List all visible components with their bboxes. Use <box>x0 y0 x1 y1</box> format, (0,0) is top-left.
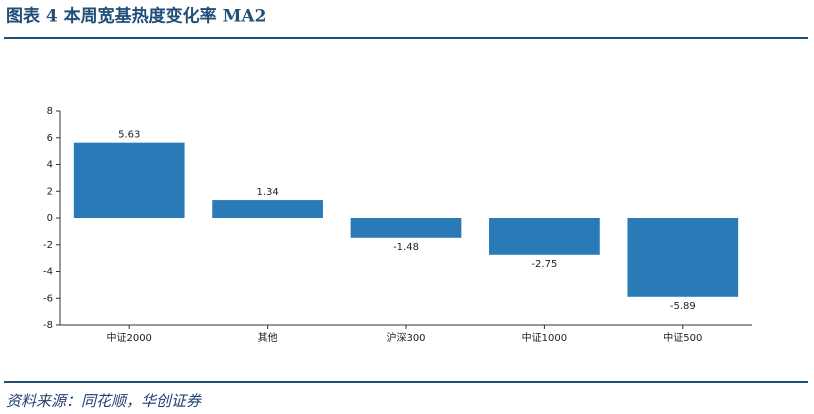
x-tick-label: 中证2000 <box>106 331 151 344</box>
x-tick-label: 中证500 <box>663 331 702 344</box>
y-tick-label: 0 <box>47 213 53 224</box>
y-tick-label: -2 <box>43 240 53 251</box>
y-tick-label: -8 <box>43 320 53 331</box>
bar <box>489 218 600 255</box>
source: 资料来源：同花顺，华创证券 <box>6 392 202 410</box>
y-tick-label: 6 <box>47 133 53 144</box>
value-label: 5.63 <box>118 130 140 141</box>
chart-title: 图表 4 本周宽基热度变化率 MA2 <box>6 6 266 27</box>
bar <box>73 142 185 218</box>
y-tick-label: 8 <box>47 106 53 117</box>
value-label: -1.48 <box>393 242 419 253</box>
y-tick-label: -4 <box>43 267 53 278</box>
value-label: -2.75 <box>531 259 557 270</box>
bar <box>212 200 323 218</box>
value-label: 1.34 <box>256 187 278 198</box>
bar <box>350 218 462 238</box>
y-tick-label: 2 <box>47 186 53 197</box>
bar <box>627 218 739 297</box>
y-tick-label: -6 <box>43 293 53 304</box>
x-tick-label: 中证1000 <box>522 331 567 344</box>
value-label: -5.89 <box>670 301 696 312</box>
x-tick-label: 沪深300 <box>386 331 425 344</box>
y-tick-label: 4 <box>47 160 53 171</box>
x-tick-label: 其他 <box>258 331 278 344</box>
